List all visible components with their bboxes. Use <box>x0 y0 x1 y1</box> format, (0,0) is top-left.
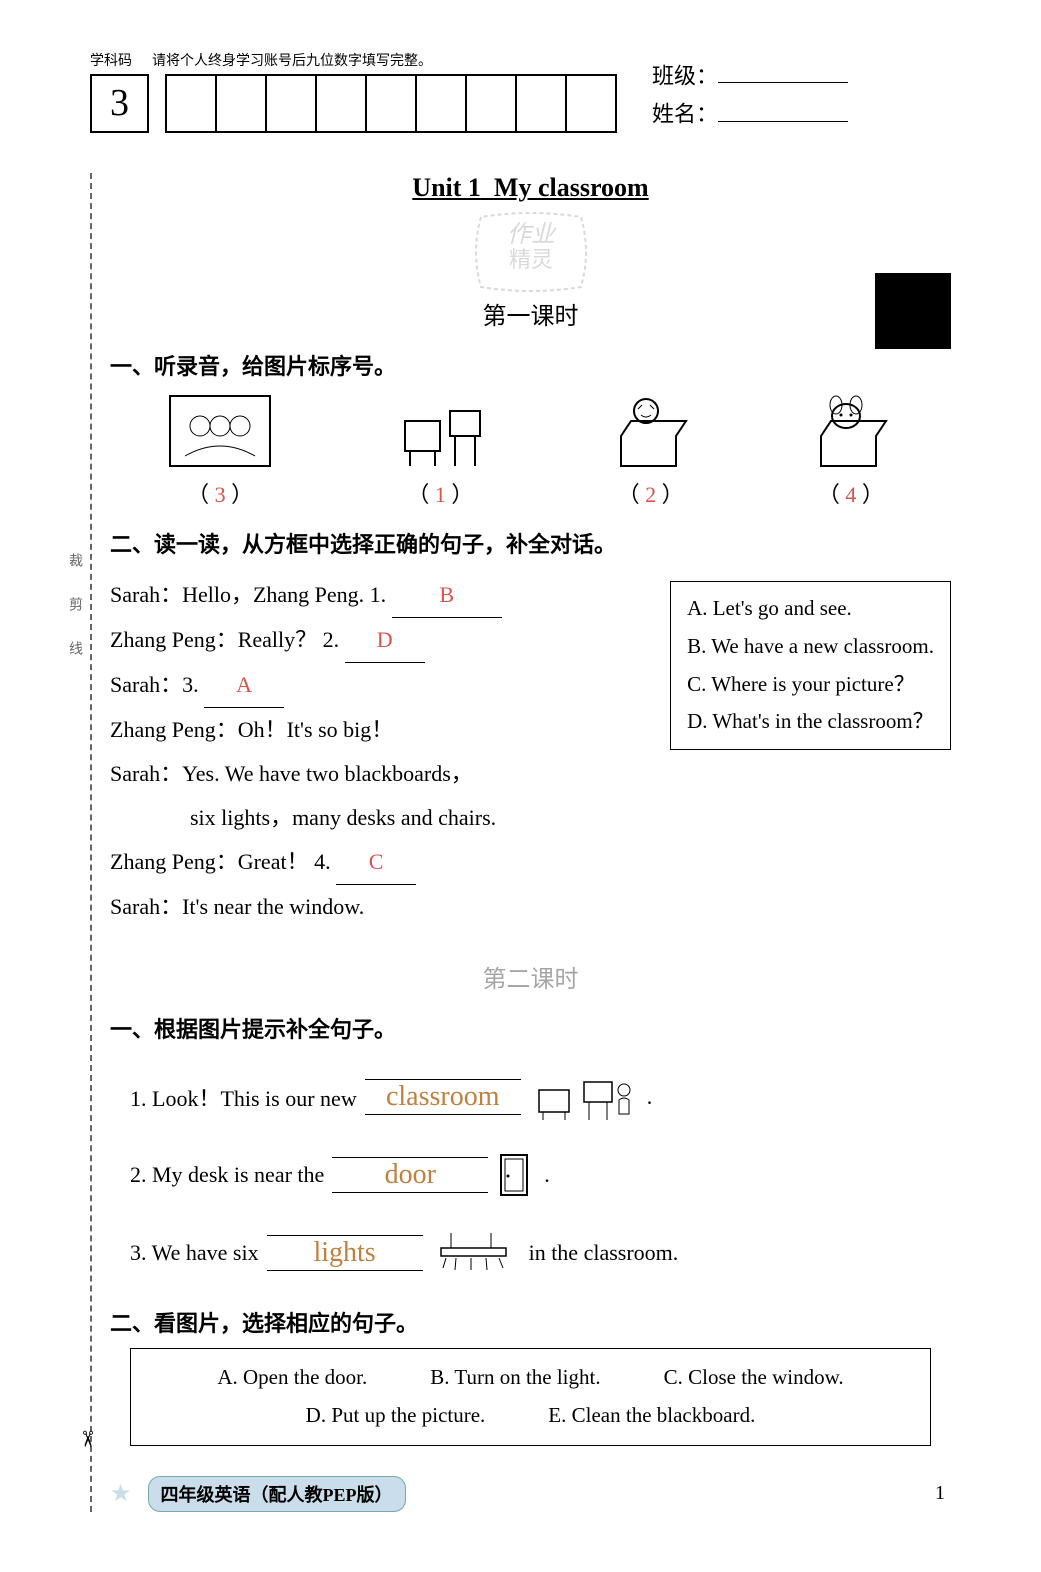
page-number: 1 <box>935 1482 951 1505</box>
answer-lights: lights <box>267 1235 423 1271</box>
footer-badge: 四年级英语（配人教PEP版） <box>148 1476 406 1512</box>
section2-title: 二、读一读，从方框中选择正确的句子，补全对话。 <box>110 527 951 559</box>
name-label: 姓名： <box>652 102 718 127</box>
door-icon <box>496 1150 536 1200</box>
qr-code[interactable] <box>875 273 951 349</box>
image-item: （ 3 ） <box>165 391 275 509</box>
image-item: （ 2 ） <box>606 391 696 509</box>
account-code-boxes[interactable] <box>167 74 617 133</box>
cut-line-label: 裁剪线 <box>64 553 84 685</box>
fill-sentence: 3. We have six lights in the classroom. <box>130 1228 951 1278</box>
star-icon: ★ <box>110 1479 132 1508</box>
class-label: 班级： <box>652 63 718 88</box>
subject-note: 请将个人终身学习账号后九位数字填写完整。 <box>152 54 432 69</box>
page-footer: ★ 四年级英语（配人教PEP版） 1 <box>110 1476 951 1512</box>
section1-images: （ 3 ） （ 1 ） （ 2 ） （ 4 ） <box>110 391 951 509</box>
lesson2-title: 第二课时 <box>110 959 951 994</box>
section4-options-box: A. Open the door. B. Turn on the light. … <box>130 1348 931 1446</box>
fill-sentence: 2. My desk is near the door . <box>130 1150 951 1200</box>
watermark-stamp: 作业 精灵 <box>110 207 951 302</box>
dialog-options-box: A. Let's go and see. B. We have a new cl… <box>670 581 951 750</box>
header-row: 学科码 请将个人终身学习账号后九位数字填写完整。 3 班级： 姓名： <box>90 50 951 133</box>
content-area: 裁剪线 ✂ Unit 1 My classroom 作业 精灵 第一课时 一、听… <box>90 173 951 1512</box>
image-item: （ 1 ） <box>385 391 495 509</box>
subject-code-label: 学科码 <box>90 54 132 69</box>
section1-title: 一、听录音，给图片标序号。 <box>110 349 951 381</box>
scissor-icon: ✂ <box>74 1429 100 1447</box>
lights-icon <box>431 1228 521 1278</box>
dialog-text: Sarah：Hello，Zhang Peng. 1. B Zhang Peng：… <box>110 573 650 929</box>
classroom-icon <box>529 1072 639 1122</box>
subject-code-box: 3 <box>90 74 149 133</box>
fill-sentence: 1. Look！This is our new classroom . <box>130 1072 951 1122</box>
svg-text:作业: 作业 <box>507 221 557 248</box>
name-input[interactable] <box>718 94 848 121</box>
image-item: （ 4 ） <box>806 391 896 509</box>
section3-title: 一、根据图片提示补全句子。 <box>110 1012 951 1044</box>
unit-title: Unit 1 My classroom <box>110 173 951 203</box>
section4-title: 二、看图片，选择相应的句子。 <box>110 1306 951 1338</box>
answer-classroom: classroom <box>365 1079 521 1115</box>
class-input[interactable] <box>718 56 848 83</box>
answer-door: door <box>332 1157 488 1193</box>
svg-text:精灵: 精灵 <box>508 247 552 272</box>
name-area: 班级： 姓名： <box>652 56 848 133</box>
